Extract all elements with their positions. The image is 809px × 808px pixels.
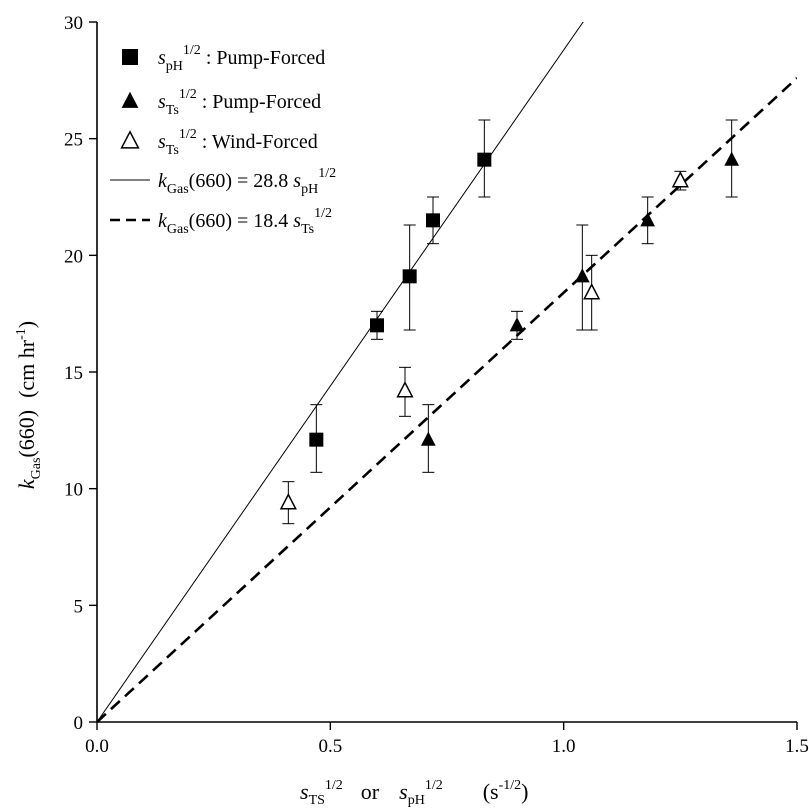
open-triangle-marker — [396, 380, 414, 398]
x-axis-label: sTS1/2 or spH1/2 (s-1/2) — [300, 778, 528, 808]
legend-s-sub: pH — [301, 182, 318, 197]
x-label-s2: s — [399, 779, 408, 804]
triangle-marker — [574, 268, 590, 283]
y-axis-ticks: 0 5 10 15 20 25 30 — [64, 13, 97, 734]
legend-sub: Ts — [166, 143, 179, 158]
y-tick-label: 5 — [74, 596, 84, 617]
y-tick-label: 0 — [74, 713, 84, 734]
square-marker — [477, 152, 492, 167]
x-axis-ticks: 0.0 0.5 1.0 1.5 — [85, 722, 809, 757]
legend-s-sub: Ts — [301, 222, 314, 237]
fit-lines — [97, 22, 797, 722]
open-triangle-marker — [279, 492, 297, 510]
square-marker — [426, 213, 440, 228]
legend-k-sub: Gas — [167, 182, 189, 197]
square-marker — [370, 318, 384, 333]
triangle-marker — [509, 317, 525, 332]
y-label-unit-open: (cm hr — [14, 339, 39, 398]
x-label-s2-sub: pH — [408, 793, 425, 808]
y-tick-label: 30 — [64, 13, 83, 34]
legend-k-sub: Gas — [167, 222, 189, 237]
legend-sub: Ts — [166, 103, 179, 118]
y-label-unit-sup: -1 — [14, 328, 29, 340]
legend-label: : Pump-Forced — [201, 47, 325, 69]
triangle-marker — [724, 151, 740, 166]
legend-entry: kGas(660) = 18.4 sTs1/2 — [158, 206, 332, 237]
fit-line-solid — [97, 22, 584, 722]
legend-sup: 1/2 — [318, 166, 336, 181]
x-label-or: or — [361, 779, 380, 804]
open-triangle-marker — [120, 130, 140, 149]
legend-k: k — [158, 210, 168, 232]
open-triangle-marker — [583, 282, 601, 300]
series-2 — [420, 119, 740, 473]
x-label-unit-close: ) — [521, 779, 528, 804]
y-label-k: k — [14, 478, 39, 489]
x-label-s1-sup: 1/2 — [325, 778, 343, 793]
axes: 0.0 0.5 1.0 1.5 0 5 10 15 20 25 30 — [64, 13, 809, 757]
y-tick-label: 20 — [64, 246, 83, 267]
series-1 — [309, 119, 492, 473]
x-tick-label: 0.5 — [318, 736, 342, 757]
legend-sub: pH — [166, 59, 183, 74]
y-tick-label: 15 — [64, 363, 83, 384]
x-label-s2-sup: 1/2 — [425, 778, 443, 793]
legend-s: s — [158, 47, 166, 69]
legend-s: s — [293, 170, 301, 192]
triangle-marker — [420, 431, 436, 446]
square-marker — [402, 269, 417, 284]
legend-label: : Pump-Forced — [197, 91, 321, 113]
series-3 — [279, 170, 689, 525]
legend-entry: sTs1/2 : Wind-Forced — [158, 127, 318, 158]
square-marker — [122, 49, 138, 65]
triangle-marker — [640, 212, 656, 227]
x-label-s1-sub: TS — [309, 793, 325, 808]
legend-mid: (660) = 28.8 — [189, 170, 294, 192]
legend-s: s — [293, 210, 301, 232]
x-label-unit-open: (s — [483, 779, 499, 804]
data-points — [279, 119, 740, 525]
x-tick-label: 1.0 — [552, 736, 576, 757]
x-label-unit-sup: -1/2 — [499, 778, 522, 793]
triangle-marker — [121, 91, 139, 108]
legend-label: : Wind-Forced — [197, 131, 318, 153]
legend-sup: 1/2 — [179, 87, 197, 102]
legend-entry: kGas(660) = 28.8 spH1/2 — [158, 166, 336, 197]
x-tick-label: 1.5 — [785, 736, 809, 757]
square-marker — [309, 432, 324, 447]
legend-entry: spH1/2 : Pump-Forced — [158, 43, 325, 74]
legend-s: s — [158, 131, 166, 153]
y-label-unit-close: ) — [14, 321, 39, 328]
open-triangle-marker — [671, 170, 689, 188]
x-label-s1: s — [300, 779, 309, 804]
legend-s: s — [158, 91, 166, 113]
fit-line-dashed — [97, 77, 797, 722]
y-tick-label: 10 — [64, 480, 83, 501]
legend-sup: 1/2 — [183, 43, 201, 58]
y-label-rest: (660) — [14, 410, 39, 458]
legend-entry: sTs1/2 : Pump-Forced — [158, 87, 321, 118]
y-label-sub: Gas — [29, 458, 44, 480]
legend-mid: (660) = 18.4 — [189, 210, 294, 232]
y-axis-label: kGas(660) (cm hr-1) — [14, 321, 44, 489]
legend-k: k — [158, 170, 168, 192]
y-tick-label: 25 — [64, 130, 83, 151]
x-tick-label: 0.0 — [85, 736, 109, 757]
legend-sup: 1/2 — [314, 206, 332, 221]
legend-sup: 1/2 — [179, 127, 197, 142]
